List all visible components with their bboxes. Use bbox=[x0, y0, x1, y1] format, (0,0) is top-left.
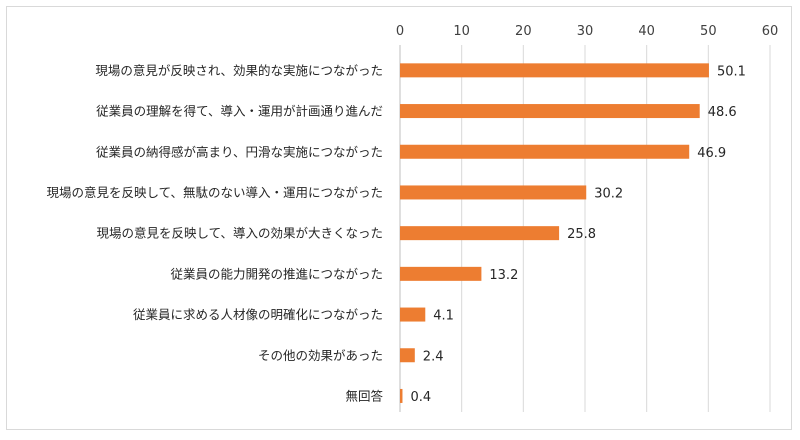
category-labels: 現場の意見が反映され、効果的な実施につながった従業員の理解を得て、導入・運用が計… bbox=[46, 63, 383, 404]
x-axis-ticks: 0 10 20 30 40 50 60 bbox=[396, 24, 778, 39]
value-labels: 50.1 48.6 46.9 30.2 25.8 13.2 4.1 2.4 0.4 bbox=[410, 64, 745, 405]
bar bbox=[400, 104, 700, 119]
value-label: 0.4 bbox=[410, 390, 431, 405]
value-label: 30.2 bbox=[594, 186, 623, 201]
x-tick-label: 0 bbox=[396, 24, 404, 39]
value-label: 4.1 bbox=[433, 309, 454, 324]
value-label: 46.9 bbox=[697, 146, 726, 161]
bar bbox=[400, 266, 482, 281]
category-label: その他の効果があった bbox=[258, 348, 383, 363]
value-label: 48.6 bbox=[708, 105, 737, 120]
category-label: 無回答 bbox=[345, 388, 383, 403]
bar bbox=[400, 144, 690, 159]
x-tick-label: 20 bbox=[515, 24, 532, 39]
bar bbox=[400, 388, 403, 403]
x-tick-label: 30 bbox=[577, 24, 594, 39]
value-label: 2.4 bbox=[423, 349, 444, 364]
bar bbox=[400, 185, 587, 200]
x-tick-label: 40 bbox=[638, 24, 655, 39]
category-label: 現場の意見を反映して、導入の効果が大きくなった bbox=[96, 226, 383, 241]
bar bbox=[400, 63, 709, 78]
category-label: 現場の意見が反映され、効果的な実施につながった bbox=[95, 63, 383, 78]
x-tick-label: 10 bbox=[453, 24, 470, 39]
category-label: 従業員の能力開発の推進につながった bbox=[170, 266, 383, 281]
bars bbox=[400, 63, 709, 403]
value-label: 13.2 bbox=[489, 268, 518, 283]
category-label: 現場の意見を反映して、無駄のない導入・運用につながった bbox=[46, 185, 383, 200]
category-label: 従業員の納得感が高まり、円滑な実施につながった bbox=[96, 144, 383, 159]
bar bbox=[400, 307, 426, 322]
value-label: 25.8 bbox=[567, 227, 596, 242]
bar bbox=[400, 226, 560, 241]
category-label: 従業員の理解を得て、導入・運用が計画通り進んだ bbox=[96, 104, 383, 119]
x-tick-label: 50 bbox=[700, 24, 717, 39]
bar bbox=[400, 348, 415, 363]
category-label: 従業員に求める人材像の明確化につながった bbox=[133, 307, 383, 322]
value-label: 50.1 bbox=[717, 64, 746, 79]
x-tick-label: 60 bbox=[762, 24, 779, 39]
